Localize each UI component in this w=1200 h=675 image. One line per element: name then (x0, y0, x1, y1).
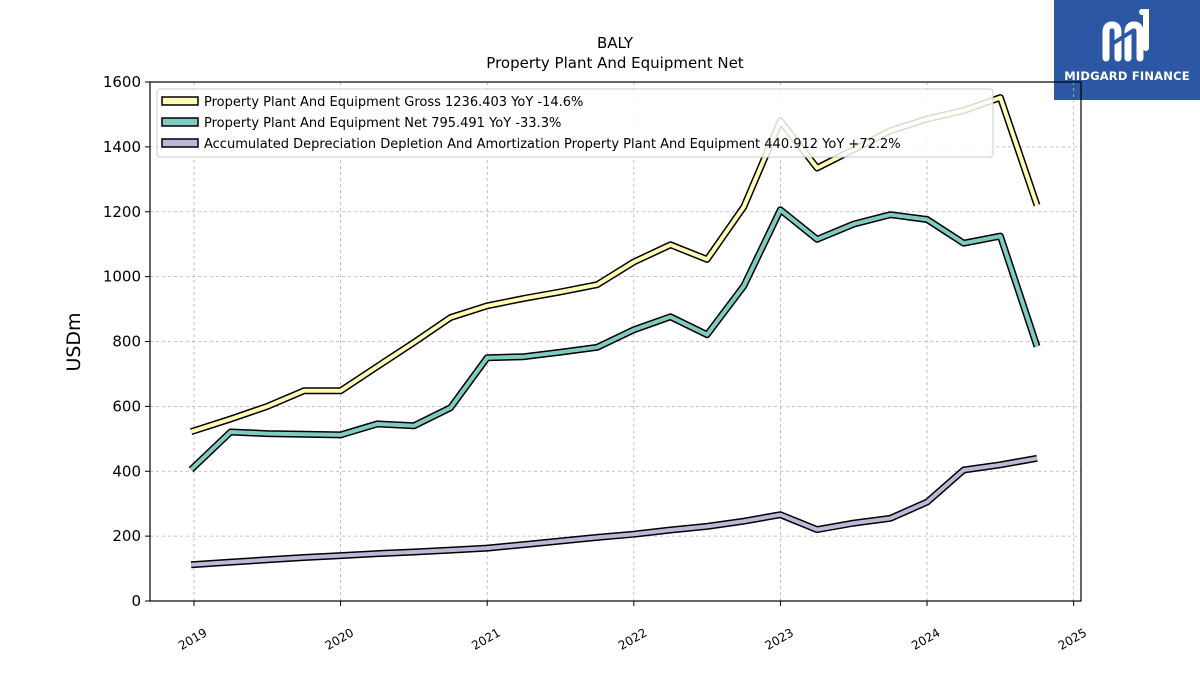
y-tick-label: 1200 (103, 203, 141, 221)
y-tick-label: 1400 (103, 138, 141, 156)
x-tick-label: 2024 (909, 625, 942, 652)
y-tick-label: 200 (112, 527, 141, 545)
brand-logo: MIDGARD FINANCE (1054, 0, 1200, 100)
x-tick-label: 2023 (762, 625, 795, 652)
series-line-1 (189, 207, 1039, 472)
legend-entry: Property Plant And Equipment Net 795.491… (204, 116, 561, 131)
legend-swatch (161, 138, 199, 148)
series-line-2 (190, 456, 1038, 567)
legend-swatch (161, 117, 199, 127)
x-tick-label: 2025 (1056, 625, 1089, 652)
y-tick-label: 0 (131, 592, 141, 610)
x-tick-label: 2020 (323, 625, 356, 652)
y-tick-label: 400 (112, 462, 141, 480)
chart-title: BALY (597, 34, 634, 52)
x-tick-label: 2022 (616, 625, 649, 652)
legend-entry: Accumulated Depreciation Depletion And A… (204, 137, 901, 152)
y-axis-label: USDm (63, 312, 85, 371)
x-tick-label: 2021 (469, 625, 502, 652)
y-tick-label: 1600 (103, 73, 141, 91)
legend-entry: Property Plant And Equipment Gross 1236.… (204, 95, 583, 110)
legend-swatch (161, 96, 199, 106)
legend: Property Plant And Equipment Gross 1236.… (156, 88, 994, 158)
y-tick-label: 800 (112, 333, 141, 351)
series-lines (188, 94, 1041, 569)
axis-ticks: 0 200 400 600 800 1000 1200 1400 1600 2019 2020 202… (103, 73, 1089, 653)
y-tick-label: 1000 (103, 268, 141, 286)
brand-name: MIDGARD FINANCE (1064, 69, 1190, 83)
brand-mark-icon (1102, 9, 1149, 62)
y-tick-label: 600 (112, 397, 141, 415)
legend-box (156, 88, 994, 158)
x-tick-label: 2019 (176, 625, 209, 652)
chart-subtitle: Property Plant And Equipment Net (486, 54, 743, 72)
